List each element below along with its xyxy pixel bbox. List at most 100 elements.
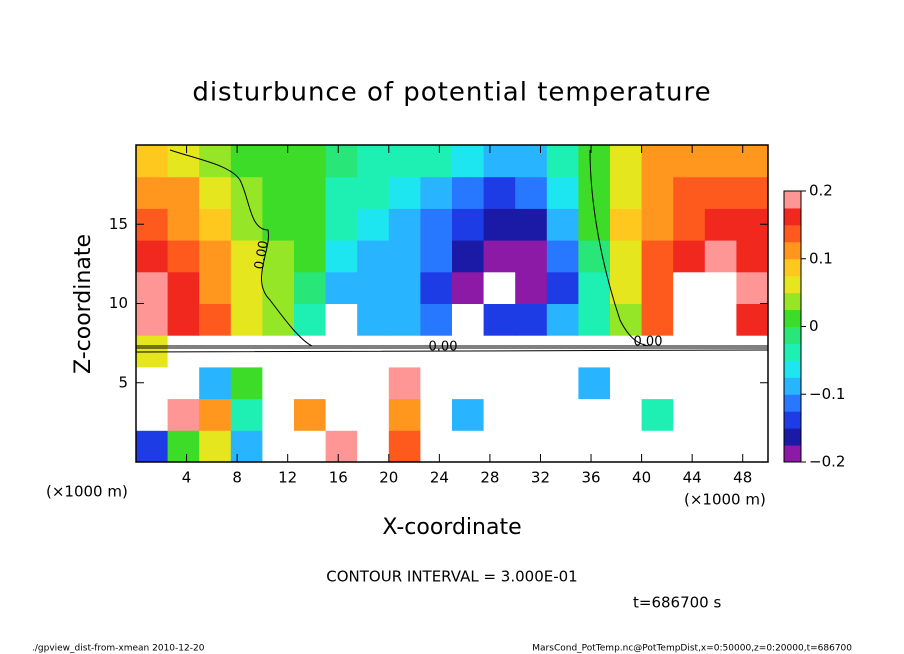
contours [135,149,769,353]
cell [230,398,263,431]
x-unit-right: (×1000 m) [684,491,766,509]
cell [420,398,453,431]
cell [294,271,327,304]
cell [452,271,485,304]
cell [704,240,737,273]
cell [230,240,263,273]
footer-left: ./gpview_dist-from-xmean 2010-12-20 [32,644,205,654]
cell [420,303,453,336]
x-tick-label: 16 [329,469,348,487]
cell [610,271,643,304]
cell [325,145,358,178]
colorbar-swatch [784,241,801,260]
cell [452,430,485,463]
cell [167,303,200,336]
contour-label: 0.00 [252,239,272,270]
contour-line [169,149,313,347]
x-tick-label: 32 [531,469,550,487]
colorbar-swatch [784,445,801,463]
cell [357,366,390,400]
cell [610,366,643,400]
cell [641,335,674,368]
cell [704,176,737,209]
cell [167,335,200,368]
cell [641,398,674,431]
cell [578,398,611,431]
cell [736,145,769,178]
cell [388,176,421,209]
cell [704,208,737,241]
cell [483,366,516,400]
x-tick-label: 12 [278,469,297,487]
cell [704,335,737,368]
cell [578,240,611,273]
cell [515,176,548,209]
cell [199,240,232,273]
cell [578,335,611,368]
cell [452,145,485,178]
contour-interval: CONTOUR INTERVAL = 3.000E-01 [326,568,577,586]
cell [262,398,295,431]
cell [167,430,200,463]
x-unit-left: (×1000 m) [46,483,128,501]
cell [294,430,327,463]
cell [452,398,485,431]
cell [546,240,579,273]
cell [641,208,674,241]
colorbar-swatch [784,377,801,395]
cell [388,208,421,241]
cell [420,366,453,400]
colorbar-swatch [784,258,801,277]
cell [262,271,295,304]
cell [167,398,200,431]
cell [452,176,485,209]
cell [420,176,453,209]
cell [167,271,200,304]
cell [736,176,769,209]
cell [420,240,453,273]
cell [388,303,421,336]
cell [483,240,516,273]
cell [199,398,232,431]
cell [230,208,263,241]
cell [515,303,548,336]
cell [610,145,643,178]
cell [483,430,516,463]
colorbar-swatch [784,326,801,344]
cell [167,176,200,209]
cell [673,176,706,209]
cell [325,366,358,400]
cell [673,303,706,336]
cell [641,240,674,273]
colorbar-tick-label: 0.2 [809,182,833,200]
cell [167,366,200,400]
cell [230,145,263,178]
cell [136,271,169,304]
x-tick-label: 20 [379,469,398,487]
cell [546,398,579,431]
cell [483,303,516,336]
cell [420,430,453,463]
cell [578,366,611,400]
cell [610,208,643,241]
cell [736,398,769,431]
cell [136,176,169,209]
cell [578,303,611,336]
cell [736,271,769,304]
cell [294,208,327,241]
cell [136,145,169,178]
cell [515,208,548,241]
y-tick-label: 10 [109,294,128,312]
cell [704,398,737,431]
cell [388,430,421,463]
cell [483,398,516,431]
colorbar-swatch [784,411,801,429]
cell [546,303,579,336]
time-label: t=686700 s [633,594,721,612]
cell [136,303,169,336]
x-tick-label: 44 [683,469,702,487]
cell [546,430,579,463]
cell [325,208,358,241]
cell [325,398,358,431]
cell [230,430,263,463]
